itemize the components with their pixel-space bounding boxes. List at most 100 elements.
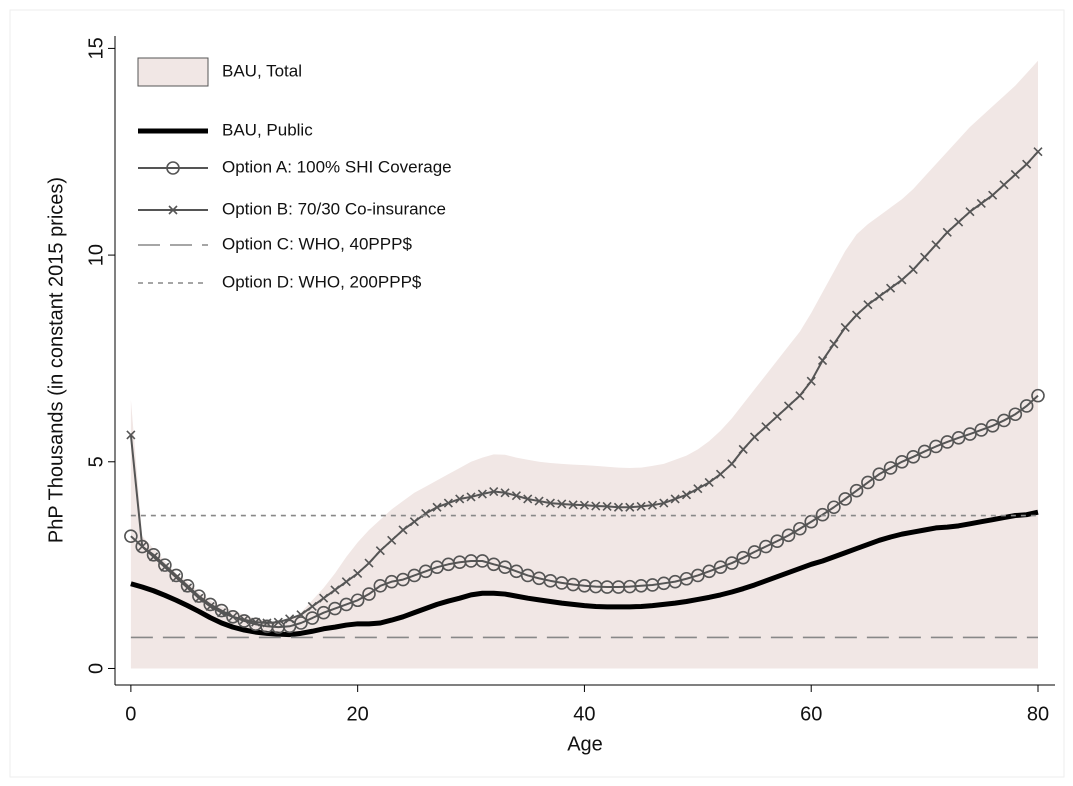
y-tick-label: 10 xyxy=(85,244,107,266)
marker xyxy=(863,300,873,310)
marker xyxy=(350,593,365,608)
marker xyxy=(169,568,184,583)
marker xyxy=(988,190,998,200)
marker xyxy=(736,550,750,565)
marker xyxy=(579,500,589,510)
x-tick-label: 20 xyxy=(347,703,369,725)
marker xyxy=(985,419,1000,433)
marker xyxy=(262,618,272,628)
marker xyxy=(398,525,408,535)
marker xyxy=(772,411,782,421)
marker xyxy=(886,283,896,293)
x-tick-label: 60 xyxy=(800,703,822,725)
marker xyxy=(931,240,941,250)
marker xyxy=(861,475,875,490)
marker xyxy=(906,450,921,464)
marker xyxy=(137,541,147,552)
legend-swatch xyxy=(137,57,209,87)
marker xyxy=(942,227,952,237)
marker xyxy=(319,593,329,603)
marker xyxy=(793,521,807,536)
marker xyxy=(838,492,853,506)
marker xyxy=(126,430,136,440)
marker xyxy=(1010,169,1020,180)
marker xyxy=(806,376,816,386)
marker xyxy=(829,339,839,349)
marker xyxy=(908,264,918,275)
marker xyxy=(759,539,773,554)
legend-label: Option B: 70/30 Co-insurance xyxy=(222,199,446,218)
marker xyxy=(997,413,1011,428)
marker xyxy=(681,490,692,500)
marker xyxy=(749,432,760,442)
marker xyxy=(171,572,181,583)
line xyxy=(130,394,1039,629)
x-tick-label: 40 xyxy=(573,703,595,725)
marker xyxy=(770,534,784,548)
marker xyxy=(1031,388,1045,403)
marker xyxy=(305,611,320,625)
marker xyxy=(783,401,794,411)
marker xyxy=(897,275,907,285)
legend-label: Option C: WHO, 40PPP$ xyxy=(222,234,412,253)
legend-label: BAU, Total xyxy=(222,61,302,80)
marker xyxy=(307,601,317,612)
marker xyxy=(917,444,932,459)
line xyxy=(130,509,1039,638)
marker xyxy=(489,486,499,497)
marker xyxy=(545,498,555,508)
marker xyxy=(636,501,646,511)
marker xyxy=(840,322,850,332)
marker xyxy=(659,498,669,508)
marker xyxy=(205,601,215,612)
marker xyxy=(602,501,612,511)
marker xyxy=(432,502,442,512)
marker xyxy=(795,391,805,401)
legend-label: Option A: 100% SHI Coverage xyxy=(222,157,452,176)
marker xyxy=(192,589,206,603)
y-tick-label: 5 xyxy=(85,456,107,467)
marker xyxy=(375,546,385,556)
marker xyxy=(715,469,726,479)
x-tick-label: 0 xyxy=(125,703,136,725)
marker xyxy=(647,500,658,510)
marker xyxy=(849,483,864,498)
marker xyxy=(727,459,737,469)
marker xyxy=(146,547,161,562)
marker xyxy=(852,310,862,320)
marker xyxy=(341,577,351,587)
marker xyxy=(954,217,964,227)
marker xyxy=(239,615,249,625)
marker xyxy=(148,552,159,562)
x-tick-label: 80 xyxy=(1027,703,1049,725)
marker xyxy=(511,491,521,501)
marker xyxy=(613,502,624,512)
marker xyxy=(1033,147,1043,157)
y-tick-label: 0 xyxy=(85,663,107,674)
marker xyxy=(194,593,204,603)
marker xyxy=(557,499,567,509)
marker xyxy=(362,587,376,601)
marker xyxy=(455,494,465,504)
marker xyxy=(895,454,909,469)
y-tick-label: 15 xyxy=(85,37,107,59)
marker xyxy=(999,180,1009,190)
marker xyxy=(693,484,703,494)
marker xyxy=(285,614,295,624)
marker xyxy=(747,545,762,559)
marker xyxy=(217,608,227,618)
marker xyxy=(965,207,975,217)
marker xyxy=(477,489,487,499)
marker xyxy=(976,198,986,208)
marker xyxy=(364,558,374,568)
marker xyxy=(568,500,578,510)
marker xyxy=(409,517,419,527)
marker xyxy=(273,617,283,627)
marker xyxy=(387,535,397,545)
legend-label: BAU, Public xyxy=(222,120,313,139)
marker xyxy=(523,494,533,504)
marker xyxy=(251,617,261,627)
marker xyxy=(815,507,830,522)
marker xyxy=(330,585,340,595)
